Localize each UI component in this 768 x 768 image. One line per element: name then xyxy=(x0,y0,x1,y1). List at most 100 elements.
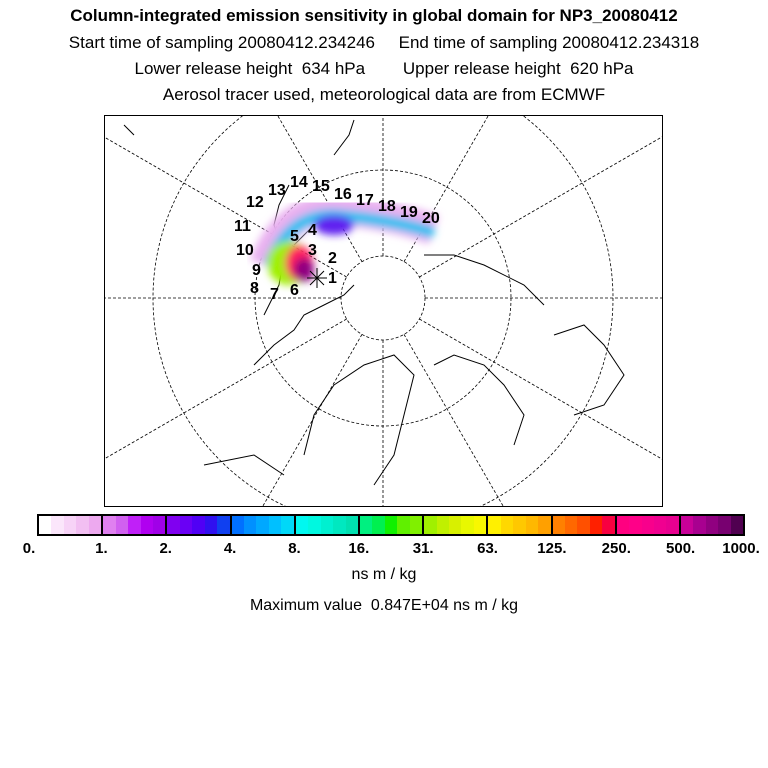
day-label: 16 xyxy=(334,186,352,203)
meridian-line xyxy=(403,115,490,262)
day-label: 19 xyxy=(400,204,418,221)
color-swatch xyxy=(552,516,565,534)
day-label: 20 xyxy=(422,210,440,227)
color-swatch xyxy=(602,516,615,534)
color-swatch xyxy=(217,516,230,534)
day-label: 3 xyxy=(308,242,317,259)
color-swatch xyxy=(39,516,52,534)
plot-title: Column-integrated emission sensitivity i… xyxy=(70,6,678,25)
color-swatch xyxy=(397,516,410,534)
color-swatch xyxy=(525,516,539,534)
color-swatch xyxy=(244,516,257,534)
day-label: 17 xyxy=(356,192,374,209)
colorbar-segment xyxy=(103,516,168,534)
day-label: 1 xyxy=(328,270,337,287)
color-swatch xyxy=(345,516,358,534)
color-swatch xyxy=(295,516,309,534)
colorbar-tick-label: 31. xyxy=(412,540,434,557)
colorbar-tick-label: 16. xyxy=(348,540,370,557)
color-swatch xyxy=(320,516,334,534)
color-swatch xyxy=(693,516,706,534)
color-swatch xyxy=(473,516,487,534)
day-label: 11 xyxy=(234,218,251,235)
sampling-times: Start time of sampling 20080412.234246 E… xyxy=(68,33,700,52)
colorbar-segment xyxy=(680,516,744,534)
map-frame xyxy=(104,115,663,507)
color-swatch xyxy=(268,516,282,534)
color-swatch xyxy=(103,516,116,534)
color-swatch xyxy=(500,516,514,534)
colorbar-tick-label: 2. xyxy=(159,540,172,557)
color-swatch xyxy=(461,516,474,534)
day-label: 4 xyxy=(308,222,317,239)
color-swatch xyxy=(730,516,744,534)
meridian-line xyxy=(261,334,363,507)
color-swatch xyxy=(333,516,346,534)
meridian-line xyxy=(104,318,347,460)
color-swatch xyxy=(718,516,731,534)
colorbar-segment xyxy=(231,516,296,534)
color-swatch xyxy=(51,516,64,534)
color-swatch xyxy=(192,516,205,534)
colorbar xyxy=(37,514,745,536)
day-label: 5 xyxy=(290,228,299,245)
color-swatch xyxy=(231,516,244,534)
release-location-icon xyxy=(307,268,327,288)
colorbar-segment xyxy=(424,516,489,534)
color-swatch xyxy=(179,516,193,534)
colorbar-segment xyxy=(167,516,232,534)
color-swatch xyxy=(88,516,102,534)
color-swatch xyxy=(564,516,578,534)
color-swatch xyxy=(424,516,437,534)
colorbar-unit: ns m / kg xyxy=(351,566,417,583)
day-label: 15 xyxy=(312,178,330,195)
color-swatch xyxy=(616,516,630,534)
color-swatch xyxy=(128,516,141,534)
colorbar-segment xyxy=(39,516,104,534)
meridian-line xyxy=(276,115,363,262)
color-swatch xyxy=(409,516,423,534)
color-swatch xyxy=(654,516,667,534)
release-heights: Lower release height 634 hPa Upper relea… xyxy=(134,59,634,78)
colorbar-tick-label: 8. xyxy=(288,540,301,557)
meridian-line xyxy=(419,135,663,278)
coastlines xyxy=(123,119,625,486)
day-label: 10 xyxy=(236,242,254,259)
color-swatch xyxy=(513,516,526,534)
colorbar-segment xyxy=(616,516,681,534)
color-swatch xyxy=(76,516,89,534)
color-swatch xyxy=(680,516,694,534)
color-swatch xyxy=(577,516,590,534)
day-label: 18 xyxy=(378,198,396,215)
color-swatch xyxy=(538,516,551,534)
colorbar-tick-label: 500. xyxy=(666,540,696,557)
colorbar-tick-label: 250. xyxy=(601,540,631,557)
colorbar-segment xyxy=(295,516,360,534)
color-swatch xyxy=(115,516,129,534)
color-swatch xyxy=(63,516,77,534)
colorbar-tick-label: 4. xyxy=(223,540,237,557)
tracer-info: Aerosol tracer used, meteorological data… xyxy=(162,85,606,104)
day-label: 6 xyxy=(290,282,299,299)
color-swatch xyxy=(372,516,385,534)
color-swatch xyxy=(666,516,679,534)
color-swatch xyxy=(167,516,180,534)
colorbar-tick-label: 0. xyxy=(22,540,36,557)
color-swatch xyxy=(359,516,373,534)
color-swatch xyxy=(281,516,294,534)
day-label: 8 xyxy=(250,280,259,297)
colorbar-segment xyxy=(488,516,553,534)
meridian-line xyxy=(403,334,505,507)
day-label: 9 xyxy=(252,262,261,279)
color-swatch xyxy=(308,516,321,534)
colorbar-segment xyxy=(359,516,425,534)
colorbar-tick-label: 125. xyxy=(537,540,567,557)
color-swatch xyxy=(589,516,603,534)
meridian-line xyxy=(419,318,663,461)
color-swatch xyxy=(449,516,462,534)
colorbar-segment xyxy=(552,516,617,534)
emission-plume xyxy=(249,194,440,285)
color-swatch xyxy=(705,516,719,534)
